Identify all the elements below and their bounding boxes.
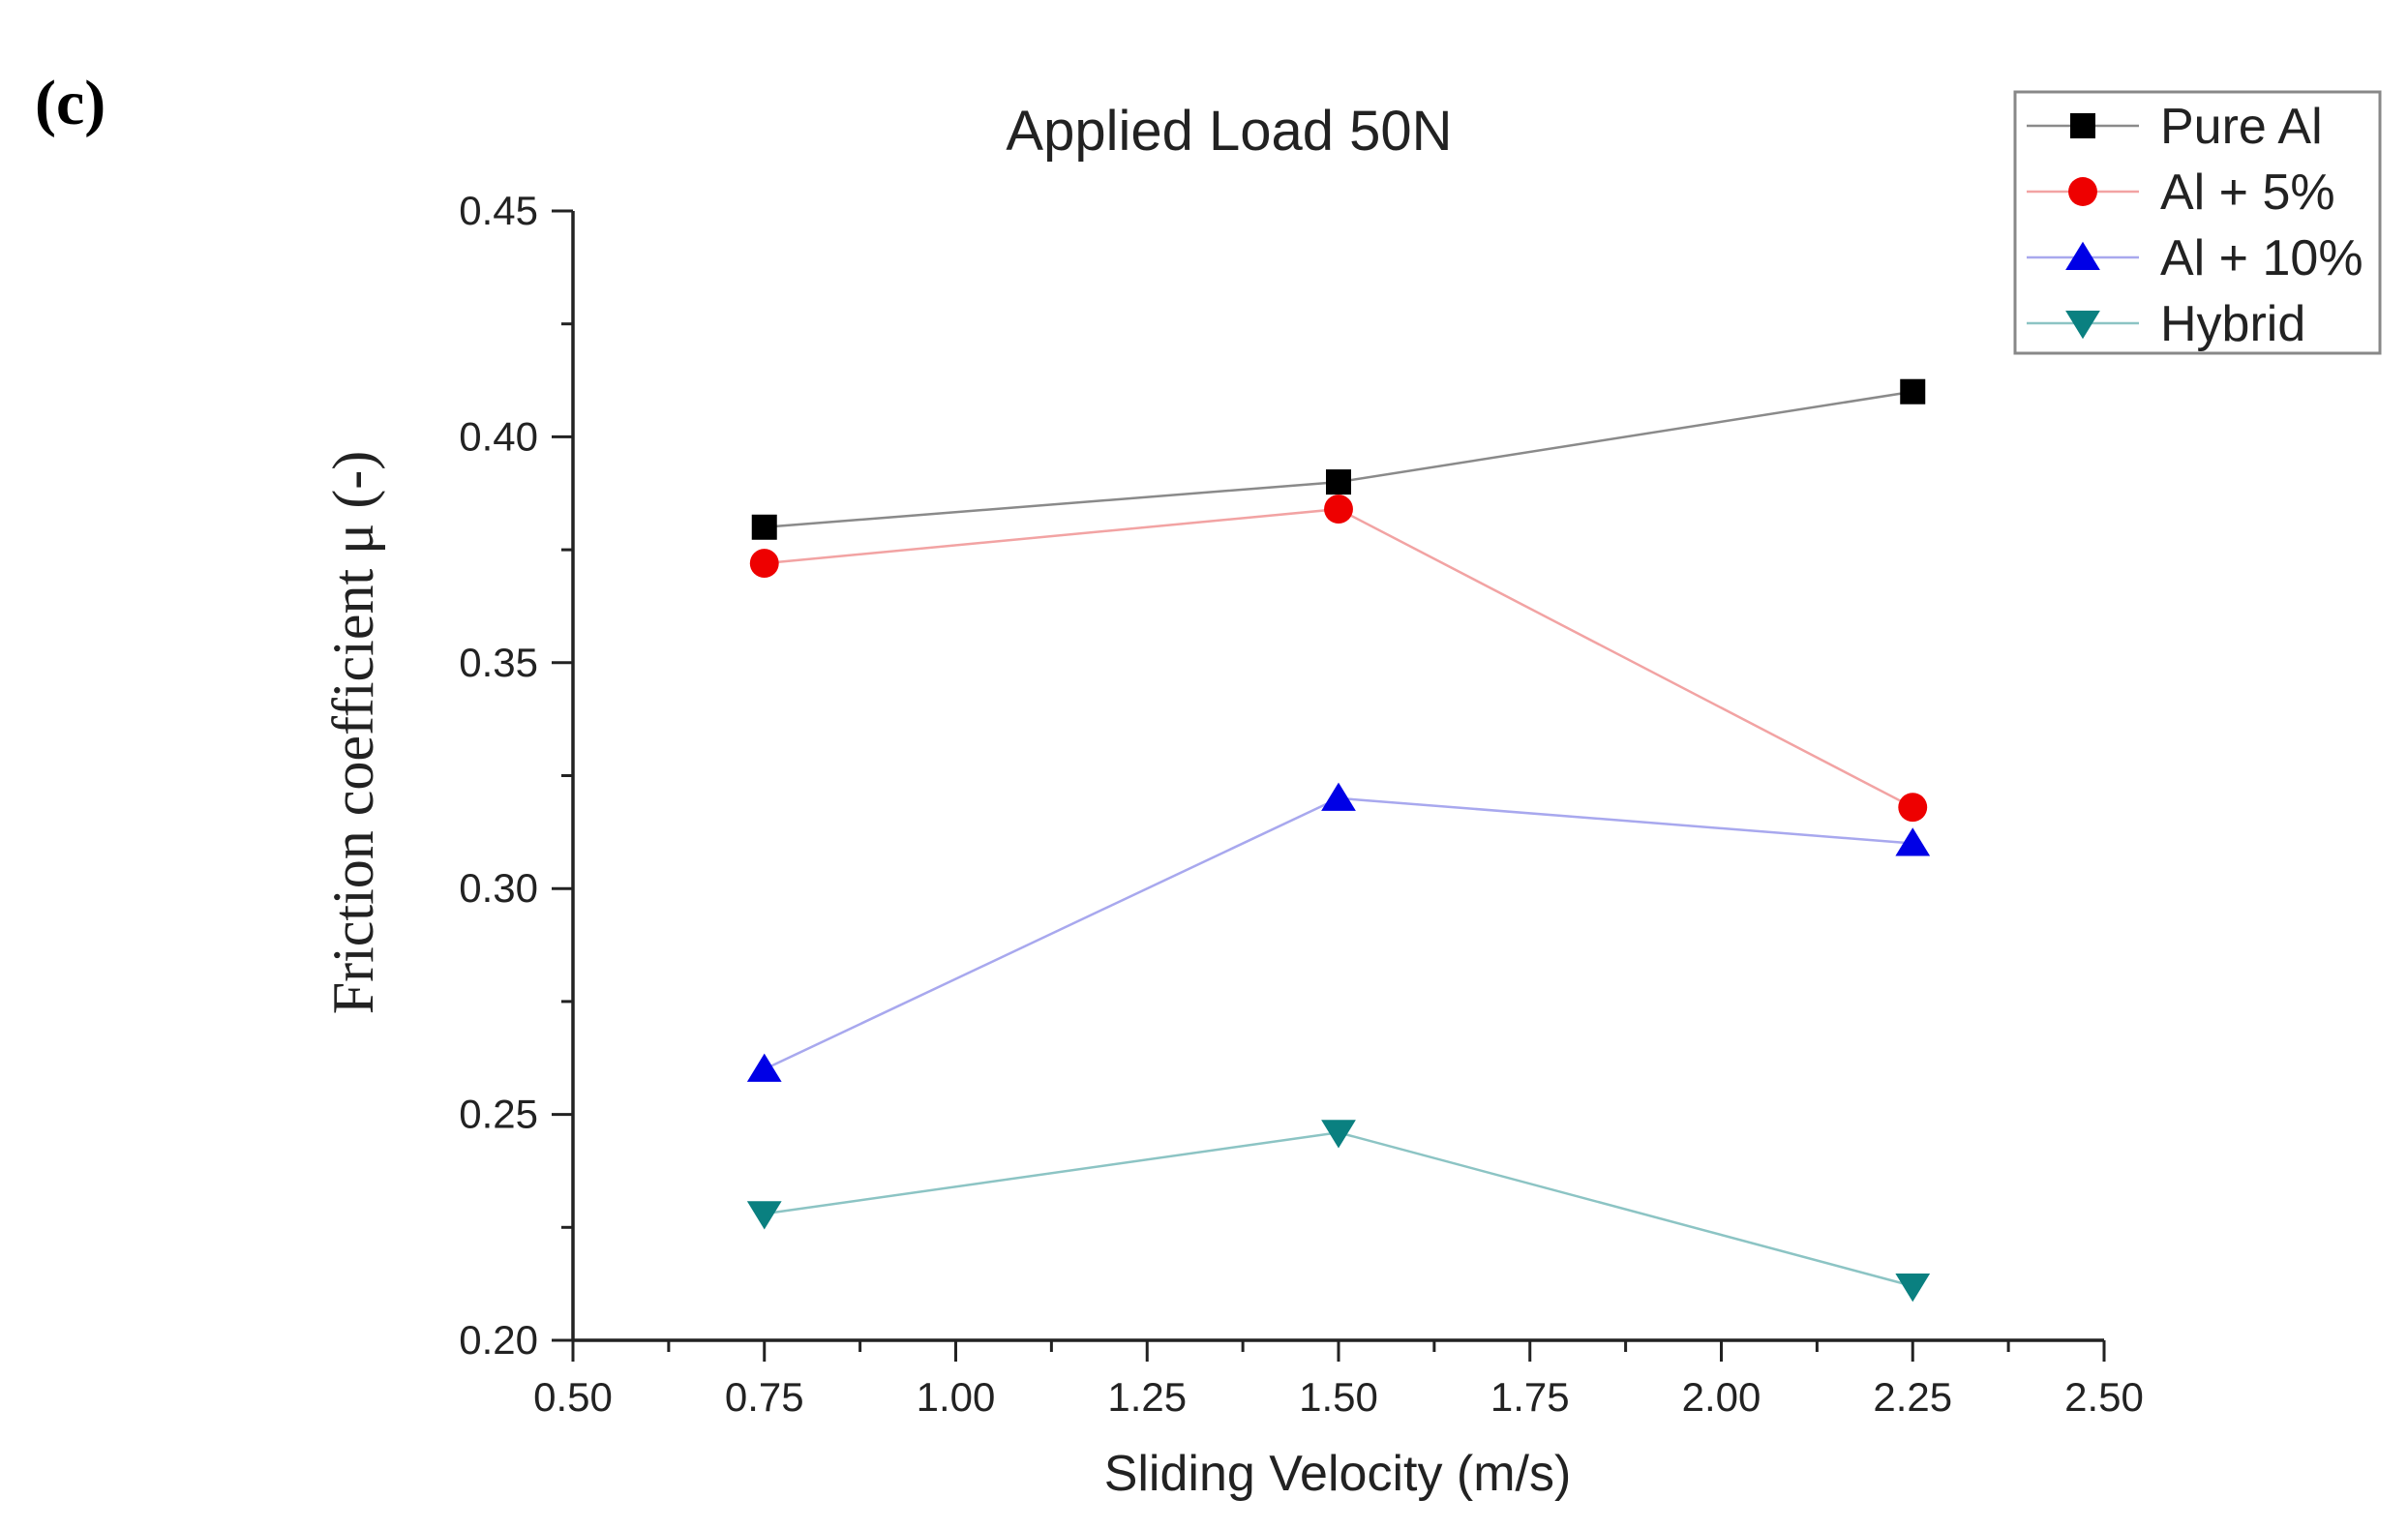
legend-marker bbox=[2068, 177, 2097, 206]
data-point-series-2 bbox=[1898, 793, 1928, 823]
x-tick-label: 1.25 bbox=[1107, 1374, 1187, 1420]
data-point-series-4 bbox=[1321, 1120, 1356, 1149]
x-tick-label: 1.00 bbox=[917, 1374, 996, 1420]
series-line-4 bbox=[764, 1130, 1913, 1288]
legend-marker bbox=[2065, 311, 2100, 340]
plot-area: 0.50 0.75 1.00 1.25 1.50 1.75 2.00 2.25 2.50 0.20… bbox=[459, 188, 2144, 1420]
data-point-series-1 bbox=[1326, 469, 1351, 495]
y-tick-label: 0.30 bbox=[459, 865, 538, 911]
x-tick-label: 1.50 bbox=[1299, 1374, 1378, 1420]
x-tick-label: 2.00 bbox=[1682, 1374, 1761, 1420]
legend-label: Al + 10% bbox=[2160, 230, 2363, 286]
data-point-series-2 bbox=[1324, 495, 1353, 525]
legend-label: Pure Al bbox=[2160, 99, 2323, 155]
legend: Pure Al Al + 5% Al + 10% Hybrid bbox=[2013, 90, 2382, 355]
legend-label: Al + 5% bbox=[2160, 165, 2335, 221]
y-tick-label: 0.25 bbox=[459, 1092, 538, 1137]
x-tick-label: 0.50 bbox=[533, 1374, 613, 1420]
panel-label: (c) bbox=[35, 68, 105, 138]
data-point-series-1 bbox=[1900, 378, 1926, 405]
data-point-series-4 bbox=[1895, 1273, 1931, 1303]
y-axis-label: Friction coefficient μ (-) bbox=[321, 451, 385, 1015]
x-tick-label: 1.75 bbox=[1490, 1374, 1570, 1420]
y-tick-label: 0.20 bbox=[459, 1317, 538, 1363]
x-tick-label: 0.75 bbox=[725, 1374, 804, 1420]
data-point-series-3 bbox=[746, 1053, 782, 1082]
series-line-2 bbox=[764, 507, 1913, 809]
legend-marker bbox=[2065, 241, 2100, 270]
data-point-series-4 bbox=[746, 1201, 782, 1230]
data-point-series-1 bbox=[751, 514, 777, 540]
legend-label: Hybrid bbox=[2160, 296, 2305, 352]
x-axis-label: Sliding Velocity (m/s) bbox=[1104, 1446, 1572, 1502]
legend-items: Pure Al Al + 5% Al + 10% Hybrid bbox=[2027, 99, 2363, 352]
x-tick-label: 2.50 bbox=[2064, 1374, 2144, 1420]
x-tick-label: 2.25 bbox=[1873, 1374, 1952, 1420]
data-point-series-3 bbox=[1321, 782, 1356, 811]
data-point-series-3 bbox=[1895, 827, 1931, 856]
y-tick-label: 0.45 bbox=[459, 188, 538, 233]
y-tick-label: 0.40 bbox=[459, 413, 538, 459]
legend-marker bbox=[2070, 113, 2095, 138]
series-line-3 bbox=[764, 796, 1913, 1071]
data-point-series-2 bbox=[749, 549, 779, 579]
y-tick-label: 0.35 bbox=[459, 640, 538, 685]
chart-title: Applied Load 50N bbox=[1006, 100, 1452, 163]
